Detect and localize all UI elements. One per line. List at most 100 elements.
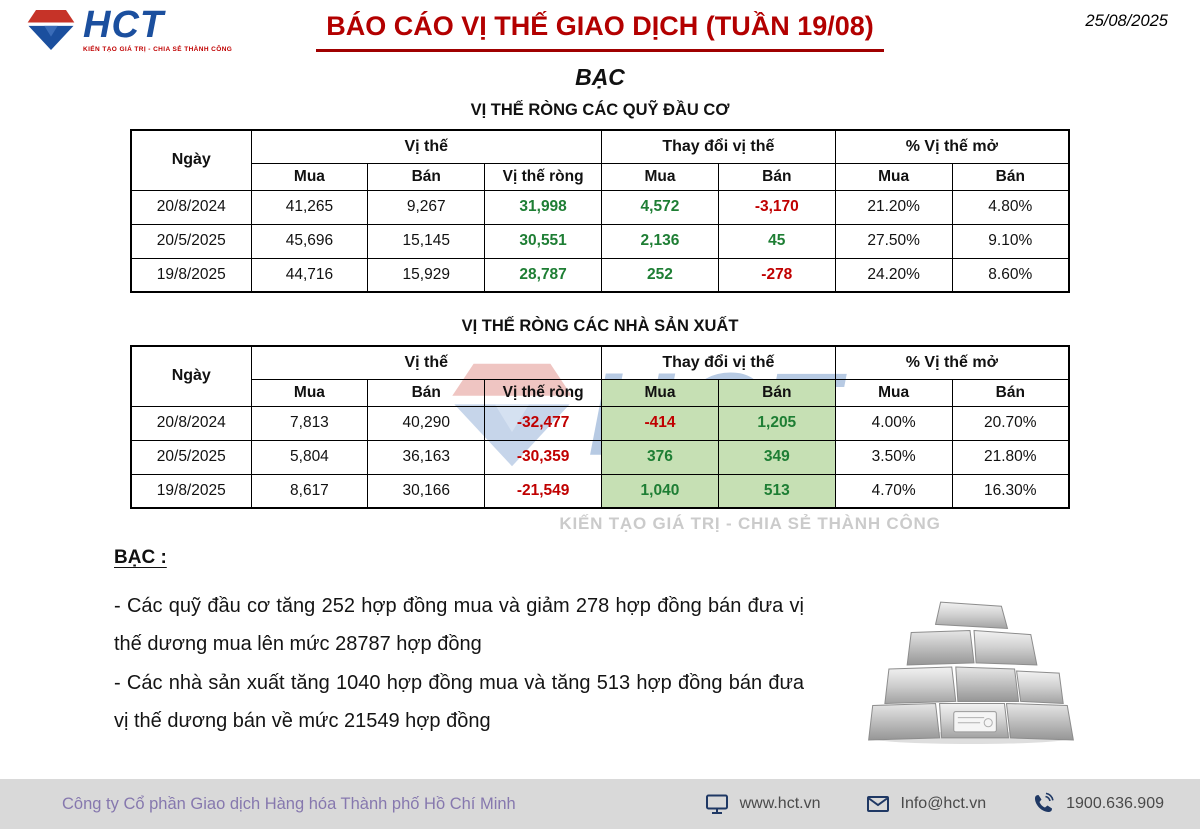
cell-pct-buy: 3.50% bbox=[834, 439, 953, 475]
logo-tagline: KIẾN TẠO GIÁ TRỊ - CHIA SẺ THÀNH CÔNG bbox=[83, 46, 233, 53]
col-header-net: Vị thế ròng bbox=[484, 162, 603, 191]
col-header-position-group: Vị thế bbox=[250, 129, 603, 164]
col-header-change-group: Thay đổi vị thế bbox=[601, 129, 836, 164]
col-header-buy: Mua bbox=[250, 162, 369, 191]
cell-change-buy: 376 bbox=[601, 439, 719, 475]
footer: Công ty Cổ phần Giao dịch Hàng hóa Thành… bbox=[0, 779, 1200, 829]
col-header-openinterest-group: % Vị thế mở bbox=[834, 129, 1070, 164]
cell-sell: 40,290 bbox=[367, 405, 486, 441]
cell-buy: 5,804 bbox=[250, 439, 369, 475]
cell-change-buy: 2,136 bbox=[601, 223, 719, 259]
cell-change-sell: 45 bbox=[717, 223, 836, 259]
col-header-position-group: Vị thế bbox=[250, 345, 603, 380]
cell-pct-sell: 8.60% bbox=[951, 257, 1070, 293]
cell-pct-sell: 9.10% bbox=[951, 223, 1070, 259]
cell-pct-buy: 4.00% bbox=[834, 405, 953, 441]
table-row: Ngày Vị thế Thay đổi vị thế % Vị thế mở bbox=[130, 345, 1070, 407]
cell-change-sell: -3,170 bbox=[717, 189, 836, 225]
report-date: 25/08/2025 bbox=[1085, 12, 1168, 30]
monitor-icon bbox=[705, 794, 728, 814]
cell-sell: 15,929 bbox=[367, 257, 486, 293]
col-header-net: Vị thế ròng bbox=[484, 378, 603, 407]
cell-pct-sell: 4.80% bbox=[951, 189, 1070, 225]
cell-sell: 36,163 bbox=[367, 439, 486, 475]
table-row: 20/8/2024 41,265 9,267 31,998 4,572 -3,1… bbox=[130, 189, 1070, 225]
company-name: Công ty Cổ phần Giao dịch Hàng hóa Thành… bbox=[62, 794, 516, 813]
email-link[interactable]: Info@hct.vn bbox=[865, 792, 987, 816]
col-header-change-group: Thay đổi vị thế bbox=[601, 345, 836, 380]
cell-net: 28,787 bbox=[484, 257, 603, 293]
note-item: - Các nhà sản xuất tăng 1040 hợp đồng mu… bbox=[114, 671, 804, 733]
cell-pct-sell: 21.80% bbox=[951, 439, 1070, 475]
cell-date: 20/5/2025 bbox=[130, 223, 252, 259]
producers-section: VỊ THẾ RÒNG CÁC NHÀ SẢN XUẤT Ngày Vị thế… bbox=[0, 317, 1200, 509]
col-header-buy: Mua bbox=[250, 378, 369, 407]
positions-table-speculators: Ngày Vị thế Thay đổi vị thế % Vị thế mở … bbox=[130, 129, 1070, 293]
col-header-buy: Mua bbox=[834, 162, 953, 191]
phone-text: 1900.636.909 bbox=[1066, 795, 1164, 812]
col-header-sell: Bán bbox=[367, 378, 486, 407]
cell-buy: 8,617 bbox=[250, 473, 369, 509]
cell-net: -30,359 bbox=[484, 439, 603, 475]
watermark-tagline: KIẾN TẠO GIÁ TRỊ - CHIA SẺ THÀNH CÔNG bbox=[559, 514, 941, 533]
col-header-date: Ngày bbox=[130, 129, 252, 191]
website-text: www.hct.vn bbox=[739, 795, 821, 812]
cell-sell: 30,166 bbox=[367, 473, 486, 509]
cell-change-buy: 4,572 bbox=[601, 189, 719, 225]
speculators-section: VỊ THẾ RÒNG CÁC QUỸ ĐẦU CƠ Ngày Vị thế T… bbox=[0, 101, 1200, 293]
col-header-sell: Bán bbox=[717, 378, 836, 407]
cell-change-sell: -278 bbox=[717, 257, 836, 293]
cell-date: 19/8/2025 bbox=[130, 473, 252, 509]
table-title-producers: VỊ THẾ RÒNG CÁC NHÀ SẢN XUẤT bbox=[461, 317, 739, 335]
col-header-buy: Mua bbox=[601, 162, 719, 191]
note-item: - Các quỹ đầu cơ tăng 252 hợp đồng mua v… bbox=[114, 595, 804, 656]
cell-buy: 45,696 bbox=[250, 223, 369, 259]
col-header-date: Ngày bbox=[130, 345, 252, 407]
cell-pct-buy: 24.20% bbox=[834, 257, 953, 293]
cell-sell: 15,145 bbox=[367, 223, 486, 259]
report-header: HCT KIẾN TẠO GIÁ TRỊ - CHIA SẺ THÀNH CÔN… bbox=[0, 0, 1200, 62]
website-link[interactable]: www.hct.vn bbox=[704, 792, 821, 816]
hct-logo: HCT KIẾN TẠO GIÁ TRỊ - CHIA SẺ THÀNH CÔN… bbox=[26, 6, 232, 53]
table-row: 20/8/2024 7,813 40,290 -32,477 -414 1,20… bbox=[130, 405, 1070, 441]
logo-text: HCT bbox=[83, 4, 165, 46]
cell-pct-buy: 21.20% bbox=[834, 189, 953, 225]
cell-change-buy: -414 bbox=[601, 405, 719, 441]
table-row: 19/8/2025 44,716 15,929 28,787 252 -278 … bbox=[130, 257, 1070, 293]
email-text: Info@hct.vn bbox=[900, 795, 987, 812]
cell-change-sell: 349 bbox=[717, 439, 836, 475]
report-title: BÁO CÁO VỊ THẾ GIAO DỊCH (TUẦN 19/08) bbox=[316, 8, 884, 52]
cell-pct-sell: 16.30% bbox=[951, 473, 1070, 509]
table-row: Mua Bán Vị thế ròng Mua Bán Mua Bán bbox=[131, 378, 1070, 407]
cell-pct-sell: 20.70% bbox=[951, 405, 1070, 441]
table-row: 20/5/2025 45,696 15,145 30,551 2,136 45 … bbox=[130, 223, 1070, 259]
cell-date: 20/5/2025 bbox=[130, 439, 252, 475]
table-title-speculators: VỊ THẾ RÒNG CÁC QUỸ ĐẦU CƠ bbox=[470, 101, 730, 119]
envelope-icon bbox=[866, 796, 889, 812]
cell-date: 20/8/2024 bbox=[130, 189, 252, 225]
table-row: 19/8/2025 8,617 30,166 -21,549 1,040 513… bbox=[130, 473, 1070, 509]
cell-date: 20/8/2024 bbox=[130, 405, 252, 441]
col-header-buy: Mua bbox=[834, 378, 953, 407]
cell-sell: 9,267 bbox=[367, 189, 486, 225]
table-row: Mua Bán Vị thế ròng Mua Bán Mua Bán bbox=[131, 162, 1070, 191]
cell-change-sell: 1,205 bbox=[717, 405, 836, 441]
cell-buy: 7,813 bbox=[250, 405, 369, 441]
commodity-subtitle: BẠC bbox=[575, 64, 625, 90]
footer-contacts: www.hct.vn Info@hct.vn 1900.636.909 bbox=[704, 792, 1164, 816]
cell-pct-buy: 4.70% bbox=[834, 473, 953, 509]
table-row: Ngày Vị thế Thay đổi vị thế % Vị thế mở bbox=[130, 129, 1070, 191]
cell-pct-buy: 27.50% bbox=[834, 223, 953, 259]
col-header-openinterest-group: % Vị thế mở bbox=[834, 345, 1070, 380]
positions-table-producers: Ngày Vị thế Thay đổi vị thế % Vị thế mở … bbox=[130, 345, 1070, 509]
logo-gem-icon bbox=[27, 9, 75, 50]
cell-buy: 44,716 bbox=[250, 257, 369, 293]
col-header-sell: Bán bbox=[951, 162, 1070, 191]
cell-net: -21,549 bbox=[484, 473, 603, 509]
phone-icon bbox=[1035, 792, 1054, 812]
table-row: 20/5/2025 5,804 36,163 -30,359 376 349 3… bbox=[130, 439, 1070, 475]
col-header-sell: Bán bbox=[367, 162, 486, 191]
col-header-buy: Mua bbox=[601, 378, 719, 407]
cell-net: -32,477 bbox=[484, 405, 603, 441]
phone-link[interactable]: 1900.636.909 bbox=[1030, 792, 1164, 816]
